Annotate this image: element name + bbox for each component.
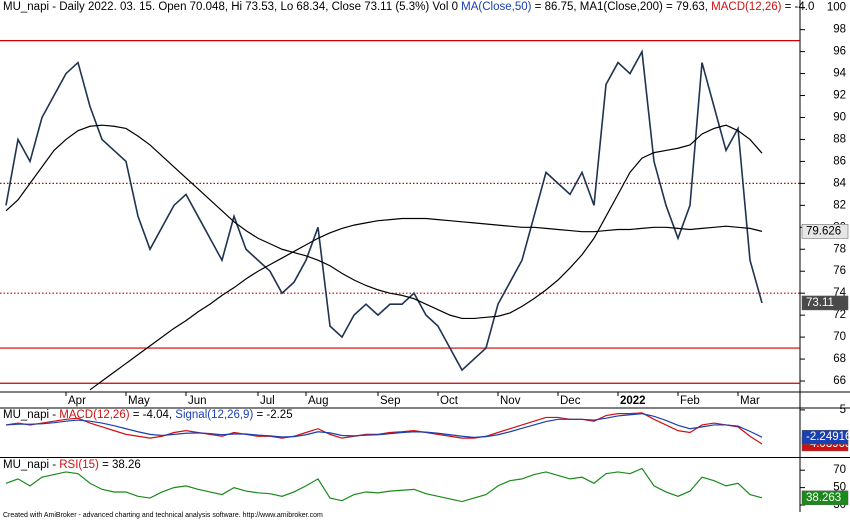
title-part: MACD(12,26) bbox=[59, 409, 129, 421]
series-line bbox=[5, 48, 763, 372]
y-tick-label: 70 bbox=[833, 331, 846, 343]
last-value-label: 73.11 bbox=[806, 297, 834, 309]
y-tick-label: 68 bbox=[833, 353, 846, 365]
series-line bbox=[89, 217, 763, 391]
x-tick-label: Feb bbox=[680, 395, 700, 407]
title-part: MACD(12,26) bbox=[711, 1, 781, 13]
last-value-box bbox=[801, 490, 849, 506]
x-tick-label: Nov bbox=[500, 395, 521, 407]
title-part: = 38.26 bbox=[99, 459, 141, 471]
y-tick-label: 84 bbox=[833, 177, 846, 189]
x-tick-label: Jun bbox=[188, 395, 207, 407]
x-tick-label: 2022 bbox=[620, 395, 646, 407]
y-tick-label: 90 bbox=[833, 112, 846, 124]
y-tick-label: 82 bbox=[833, 199, 846, 211]
title-part: = 86.75, bbox=[531, 1, 579, 13]
title-part: Signal(12,26,9) bbox=[175, 409, 253, 421]
y-tick-label: 86 bbox=[833, 155, 846, 167]
series-line bbox=[5, 412, 763, 445]
y-tick-label: 96 bbox=[833, 46, 846, 58]
x-tick-label: Jul bbox=[260, 395, 275, 407]
y-tick-label: 72 bbox=[833, 309, 846, 321]
y-tick-label: 66 bbox=[833, 375, 846, 387]
title-part: = -2.25 bbox=[253, 409, 292, 421]
y-tick-label: 100 bbox=[827, 2, 846, 14]
title-part: MU_napi - bbox=[3, 459, 59, 471]
title-part: MU_napi - bbox=[3, 409, 59, 421]
title-part: MA1(Close,200) = 79.63, bbox=[580, 1, 711, 13]
y-tick-label: 76 bbox=[833, 265, 846, 277]
x-tick-label: May bbox=[128, 395, 150, 407]
y-tick-label: 5 bbox=[840, 404, 846, 416]
x-tick-label: Aug bbox=[308, 395, 328, 407]
panel-title: MU_napi - RSI(15) = 38.26 bbox=[3, 459, 141, 471]
title-part: = -4.04, bbox=[130, 409, 176, 421]
panel-title: MU_napi - MACD(12,26) = -4.04, Signal(12… bbox=[3, 409, 293, 421]
y-tick-label: 92 bbox=[833, 90, 846, 102]
y-tick-label: 70 bbox=[833, 464, 846, 476]
y-tick-label: 94 bbox=[833, 68, 846, 80]
series-line bbox=[5, 124, 763, 320]
last-value-label: 38.263 bbox=[806, 492, 841, 504]
last-value-box bbox=[801, 295, 849, 311]
title-part: RSI(15) bbox=[59, 459, 99, 471]
y-tick-label: 78 bbox=[833, 243, 846, 255]
last-value-label: -2.24916 bbox=[806, 431, 850, 443]
y-tick-label: 88 bbox=[833, 133, 846, 145]
x-tick-label: Sep bbox=[380, 395, 400, 407]
last-value-box bbox=[801, 429, 849, 445]
y-tick-label: 98 bbox=[833, 24, 846, 36]
title-part: MA(Close,50) bbox=[461, 1, 531, 13]
title-part: = -4.0 bbox=[781, 1, 814, 13]
x-tick-label: Oct bbox=[440, 395, 459, 407]
series-line bbox=[5, 413, 763, 439]
last-value-label: 79.626 bbox=[806, 225, 841, 237]
panel-title: MU_napi - Daily 2022. 03. 15. Open 70.04… bbox=[3, 1, 814, 13]
x-tick-label: Dec bbox=[560, 395, 581, 407]
title-part: MU_napi - Daily 2022. 03. 15. Open 70.04… bbox=[3, 1, 461, 13]
footer: Created with AmiBroker - advanced charti… bbox=[3, 512, 323, 519]
last-value-box bbox=[801, 224, 849, 239]
x-tick-label: Apr bbox=[68, 395, 86, 407]
x-tick-label: Mar bbox=[740, 395, 760, 407]
series-line bbox=[5, 467, 763, 503]
